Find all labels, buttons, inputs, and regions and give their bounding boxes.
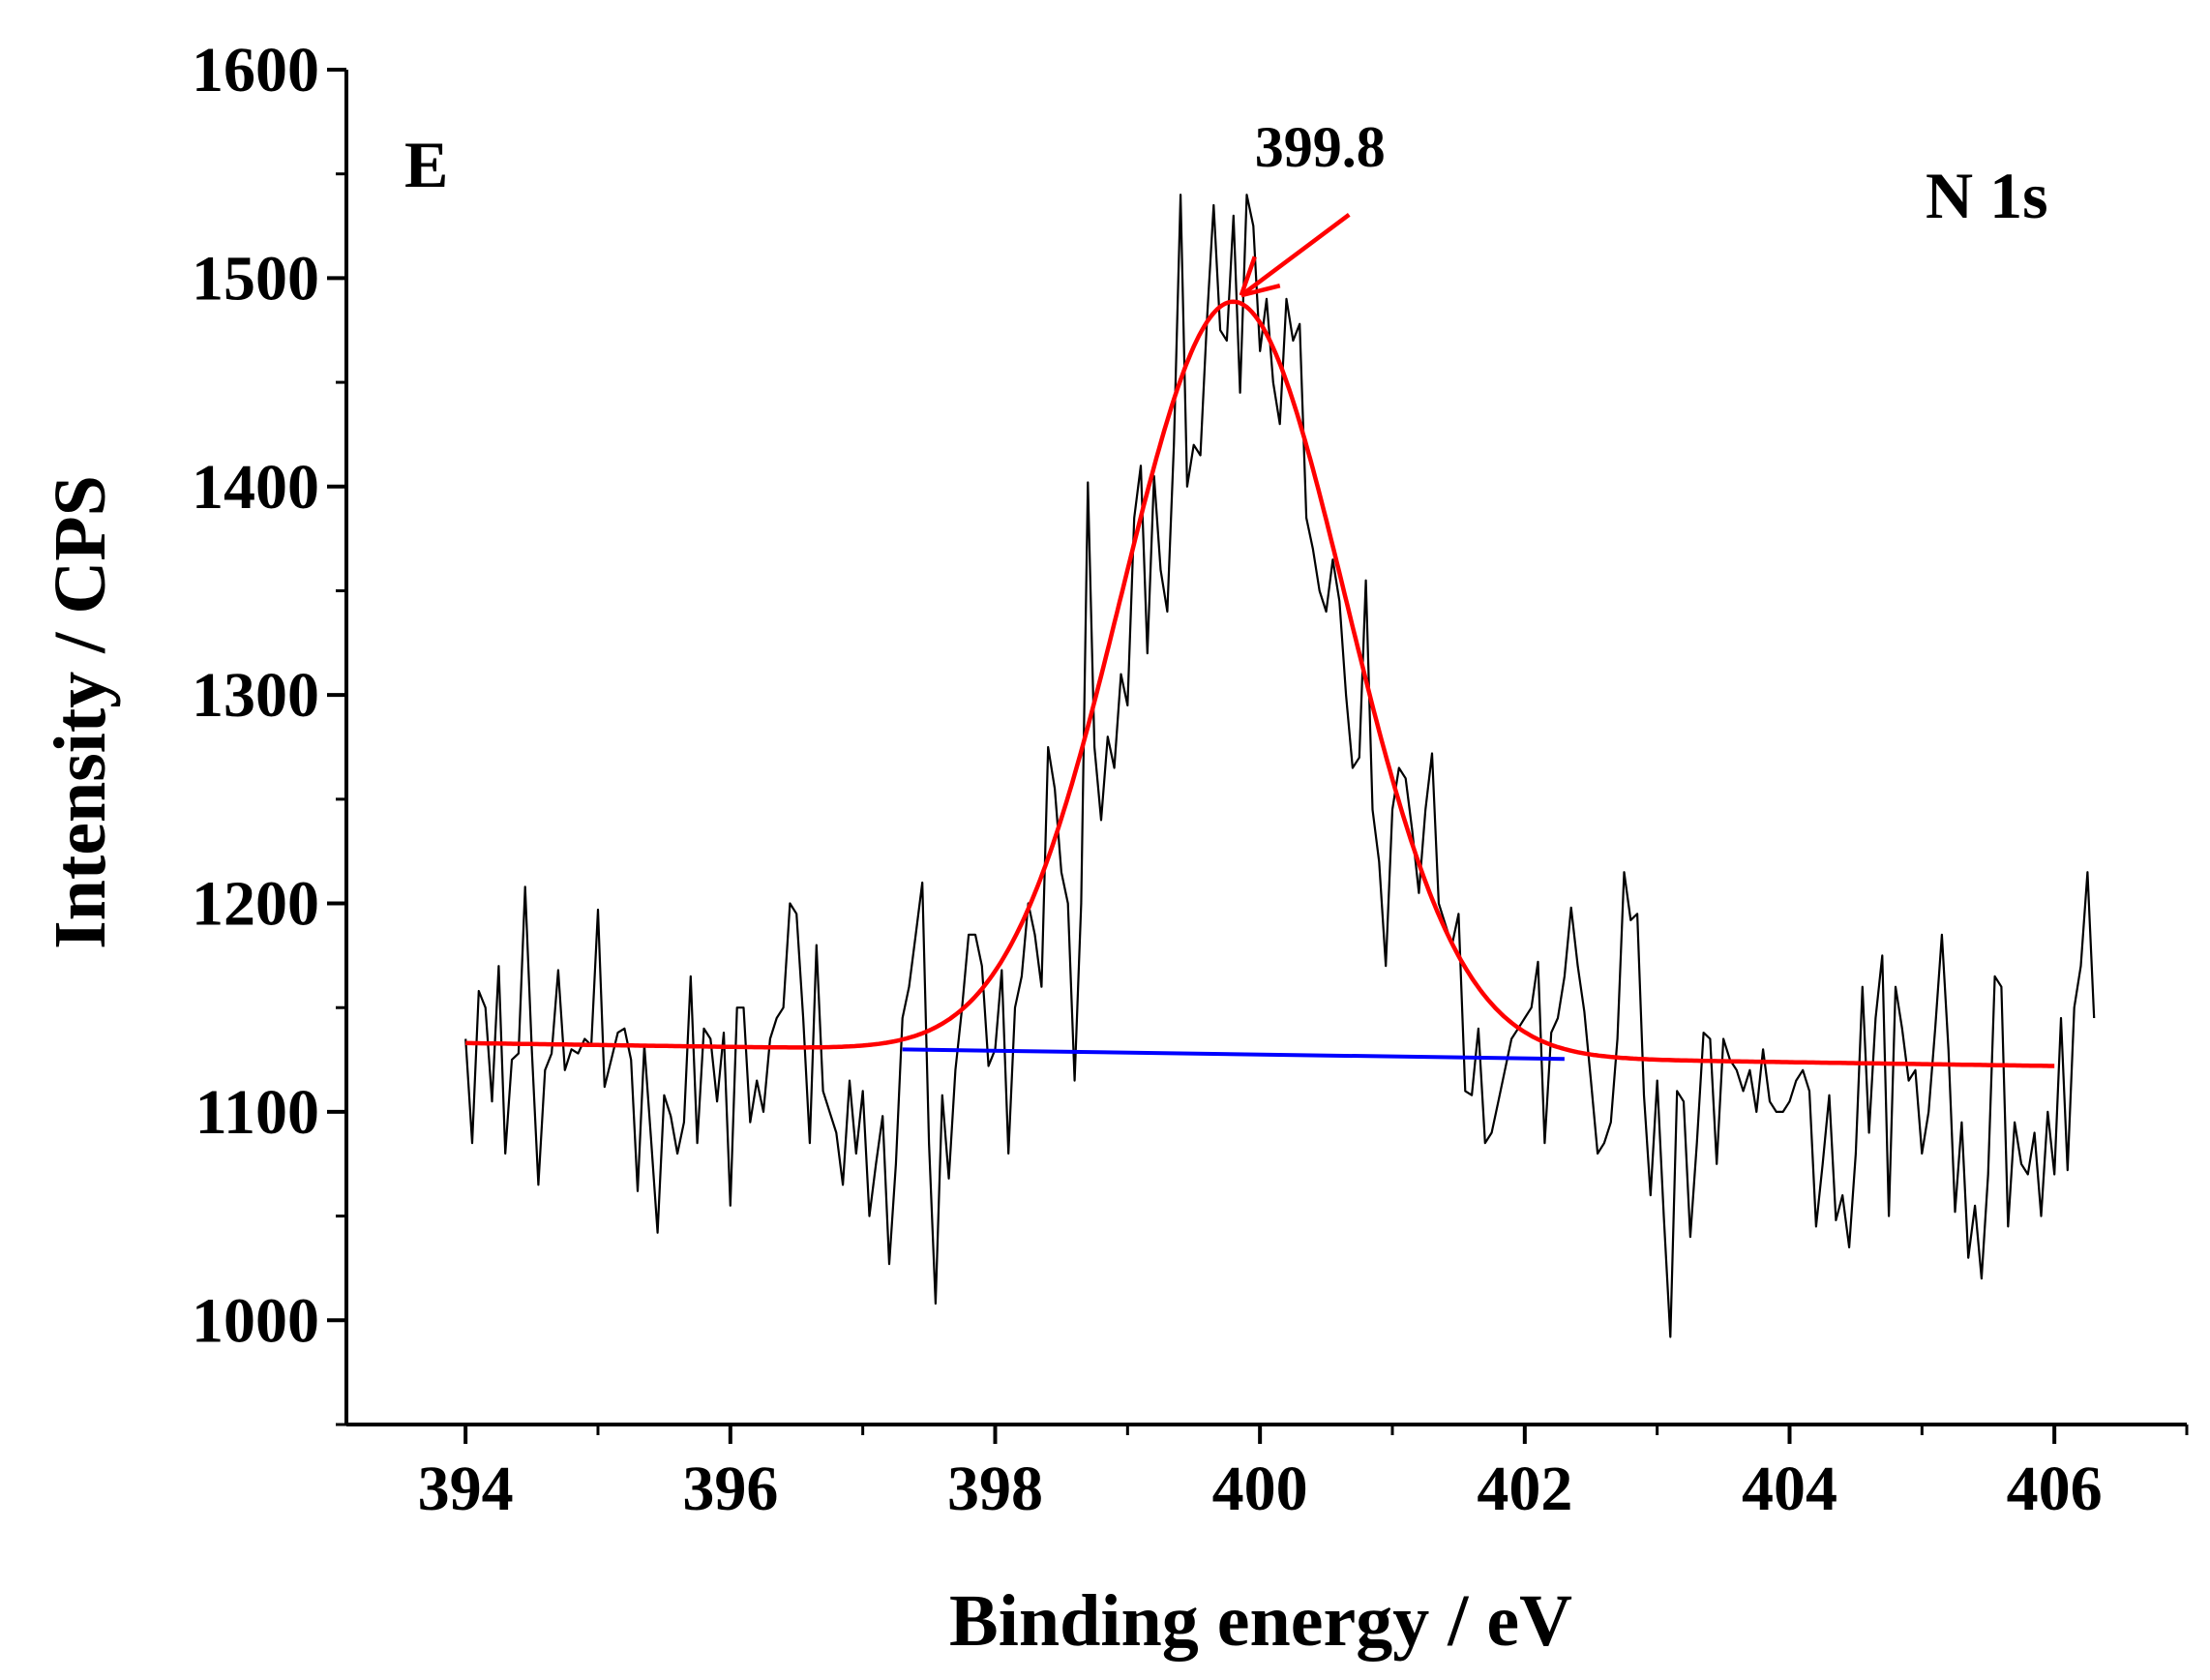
background-line — [902, 1047, 1565, 1062]
y-tick-label-1000: 1000 — [192, 1285, 319, 1356]
peak-annotation-label: 399.8 — [1255, 115, 1386, 179]
y-tick-label-1600: 1600 — [192, 35, 319, 105]
x-tick-label-398: 398 — [947, 1454, 1043, 1524]
x-tick-label-402: 402 — [1477, 1454, 1572, 1524]
x-tick-label-400: 400 — [1212, 1454, 1308, 1524]
x-tick-label-404: 404 — [1742, 1454, 1837, 1524]
element-label: N 1s — [1926, 159, 2048, 232]
panel-label: E — [404, 128, 448, 201]
x-ticks: 394 396 398 400 402 404 406 — [418, 1425, 2189, 1524]
y-tick-label-1400: 1400 — [192, 452, 319, 523]
y-axis-title: Intensity / CPS — [40, 475, 121, 949]
x-tick-label-396: 396 — [682, 1454, 778, 1524]
x-axis-title: Binding energy / eV — [949, 1580, 1572, 1662]
y-ticks: 1000 1100 1200 1300 1400 1500 1600 — [192, 35, 346, 1426]
x-tick-label-406: 406 — [2007, 1454, 2103, 1524]
annotation-arrow-line — [1239, 213, 1351, 298]
y-tick-label-1500: 1500 — [192, 243, 319, 314]
y-tick-label-1100: 1100 — [195, 1077, 319, 1148]
raw-spectrum-line — [464, 194, 2096, 1338]
y-tick-label-1200: 1200 — [192, 869, 319, 940]
fitted-peak-line — [465, 299, 2055, 1068]
annotation-arrow-head — [1239, 255, 1281, 298]
plot-area — [464, 194, 2096, 1338]
axes — [344, 70, 2187, 1426]
y-tick-label-1300: 1300 — [192, 660, 319, 731]
x-tick-label-394: 394 — [418, 1454, 514, 1524]
